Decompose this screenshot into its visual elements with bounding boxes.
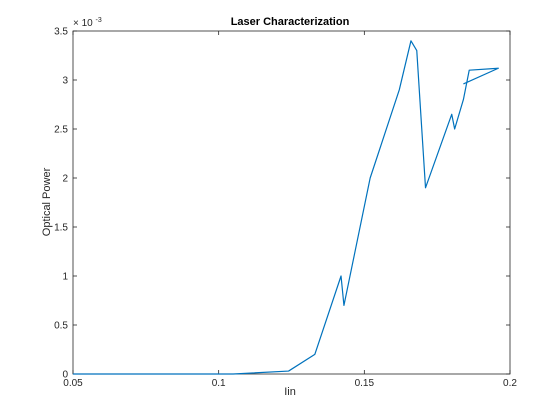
plot-area: [72, 30, 511, 375]
series-layer: [73, 40, 499, 375]
chart-title: Laser Characterization: [231, 16, 350, 28]
y-tick-label: 2.5: [54, 125, 68, 136]
x-tick-label: 0.15: [355, 378, 375, 389]
y-tick-label: 1: [62, 272, 68, 283]
y-tick-label: 0: [62, 370, 68, 381]
x-tick-label: 0.1: [212, 378, 226, 389]
x-axis-label: Iin: [284, 386, 296, 398]
y-axis-ticks: 0 0.5 1 1.5 2 2.5 3 3.5: [54, 27, 510, 381]
y-axis-exponent-base: × 10: [73, 18, 93, 29]
y-tick-label: 3: [62, 76, 68, 87]
series-line: [73, 40, 499, 375]
y-axis-label: Optical Power: [41, 167, 53, 236]
y-tick-label: 3.5: [54, 27, 68, 38]
x-tick-label: 0.05: [63, 378, 83, 389]
x-tick-label: 0.2: [503, 378, 517, 389]
y-axis-exponent-power: -3: [96, 17, 102, 24]
x-axis-ticks: 0.05 0.1 0.15 0.2: [63, 31, 517, 389]
y-tick-label: 1.5: [54, 223, 68, 234]
y-tick-label: 2: [62, 174, 68, 185]
y-tick-label: 0.5: [54, 321, 68, 332]
y-axis-exponent: × 10 -3: [73, 17, 102, 29]
